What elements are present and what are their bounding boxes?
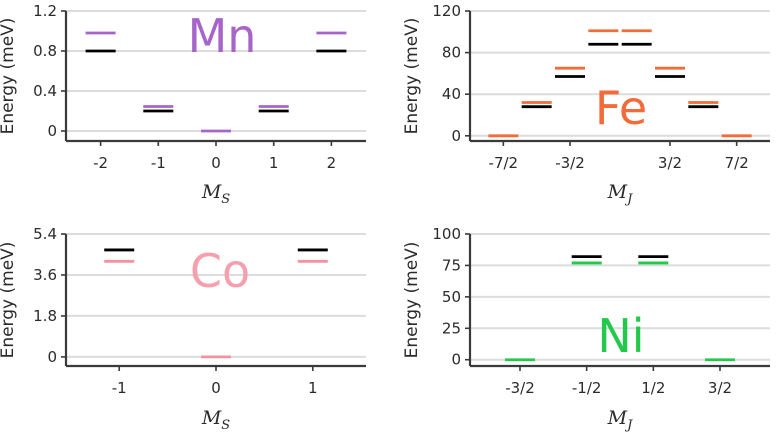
y-tick-label: 75 bbox=[442, 256, 461, 274]
x-axis-label: MJ bbox=[607, 181, 633, 207]
y-axis-label: Energy (meV) bbox=[402, 18, 422, 135]
y-axis-label: Energy (meV) bbox=[0, 18, 18, 135]
y-tick-label: 0 bbox=[451, 351, 461, 369]
panel-fe: 0 40 80 120 -7/2 -3/2 3/2 7/2 Energy (meV) MJ Fe bbox=[402, 2, 770, 207]
x-tick-label: 0 bbox=[211, 379, 221, 397]
x-tick-label: 1 bbox=[269, 154, 279, 172]
x-axis-label: MS bbox=[201, 181, 230, 207]
y-tick-label: 100 bbox=[432, 225, 461, 243]
y-tick-label: 0 bbox=[47, 122, 57, 140]
x-tick-label: -1 bbox=[112, 379, 127, 397]
y-tick-label: 0.4 bbox=[33, 82, 57, 100]
y-tick-label: 0 bbox=[451, 127, 461, 145]
y-tick-label: 0 bbox=[47, 348, 57, 366]
y-tick-label: 1.2 bbox=[33, 2, 57, 20]
x-tick-label: -3/2 bbox=[505, 379, 535, 397]
element-label: Co bbox=[190, 244, 250, 298]
x-tick-label: -2 bbox=[93, 154, 108, 172]
element-label: Ni bbox=[597, 309, 644, 363]
x-axis-label: MJ bbox=[607, 407, 633, 433]
x-tick-label: 1/2 bbox=[641, 379, 665, 397]
panel-mn: 0 0.4 0.8 1.2 -2 -1 0 1 2 Energy (meV) MS Mn bbox=[0, 2, 366, 207]
x-tick-label: -7/2 bbox=[489, 154, 519, 172]
x-axis-label: MS bbox=[201, 407, 230, 433]
y-tick-label: 80 bbox=[442, 44, 461, 62]
y-tick-label: 1.8 bbox=[33, 307, 57, 325]
x-tick-label: 2 bbox=[327, 154, 337, 172]
y-tick-label: 25 bbox=[442, 319, 461, 337]
y-tick-label: 5.4 bbox=[33, 225, 57, 243]
panel-ni: 0 25 50 75 100 -3/2 -1/2 1/2 3/2 Energy (meV) MJ Ni bbox=[402, 225, 770, 433]
x-tick-label: -1/2 bbox=[572, 379, 602, 397]
x-tick-label: 0 bbox=[211, 154, 221, 172]
x-tick-label: 3/2 bbox=[658, 154, 682, 172]
y-tick-label: 0.8 bbox=[33, 42, 57, 60]
x-tick-label: 1 bbox=[308, 379, 318, 397]
x-tick-label: 3/2 bbox=[708, 379, 732, 397]
element-label: Mn bbox=[188, 9, 257, 63]
x-tick-label: -3/2 bbox=[555, 154, 585, 172]
element-label: Fe bbox=[595, 81, 647, 135]
x-tick-label: -1 bbox=[151, 154, 166, 172]
y-tick-label: 3.6 bbox=[33, 266, 57, 284]
panel-co: 0 1.8 3.6 5.4 -1 0 1 Energy (meV) MS Co bbox=[0, 225, 366, 433]
y-axis-label: Energy (meV) bbox=[0, 242, 18, 359]
x-tick-label: 7/2 bbox=[725, 154, 749, 172]
y-tick-label: 40 bbox=[442, 85, 461, 103]
y-tick-label: 120 bbox=[432, 2, 461, 20]
y-tick-label: 50 bbox=[442, 288, 461, 306]
y-axis-label: Energy (meV) bbox=[402, 242, 422, 359]
